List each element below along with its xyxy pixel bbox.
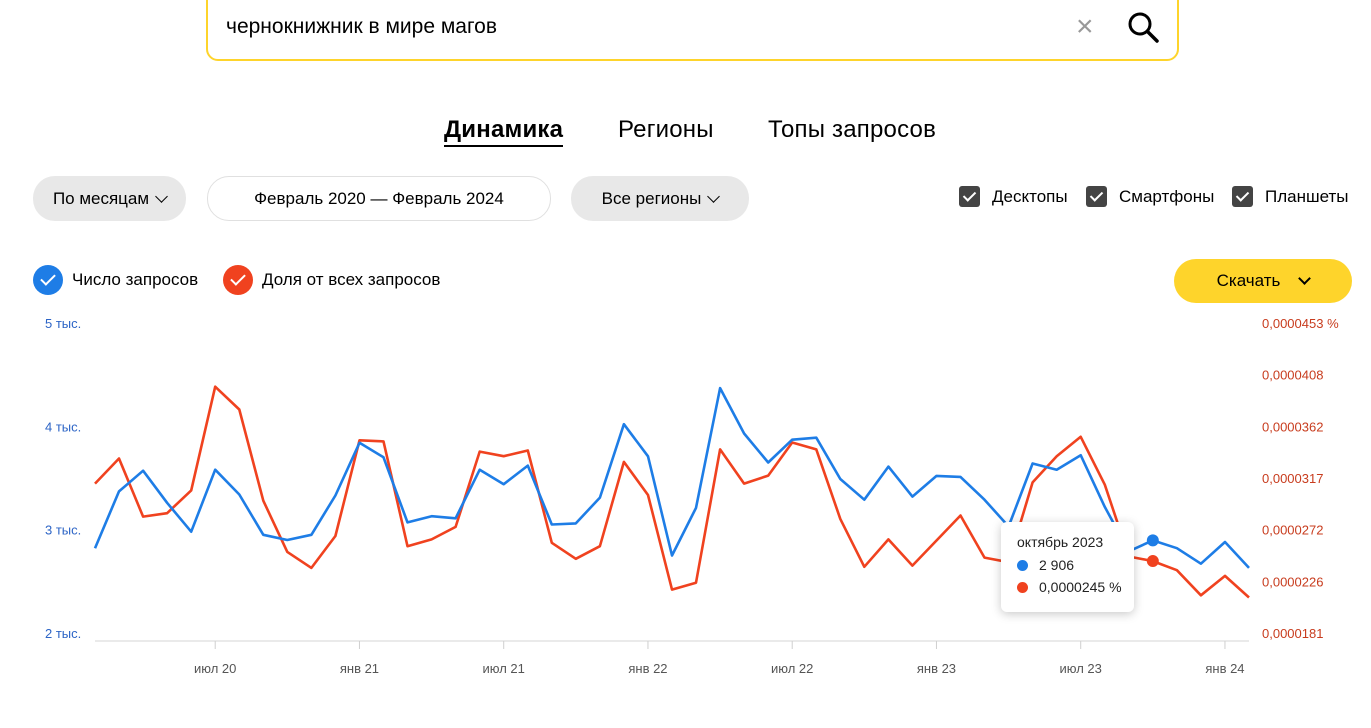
checkbox-tablets[interactable]: Планшеты bbox=[1232, 186, 1349, 207]
y-right-tick-label: 0,0000453 % bbox=[1262, 316, 1339, 331]
tab-dynamics[interactable]: Динамика bbox=[444, 116, 564, 147]
x-tick-label: июл 22 bbox=[771, 661, 813, 676]
download-button[interactable]: Скачать bbox=[1174, 259, 1352, 303]
tab-regions[interactable]: Регионы bbox=[618, 116, 714, 143]
regions-label: Все регионы bbox=[601, 188, 702, 208]
x-tick-label: янв 21 bbox=[340, 661, 379, 676]
tooltip-row-share: 0,0000245 % bbox=[1017, 578, 1134, 596]
tooltip-share-value: 0,0000245 % bbox=[1039, 579, 1122, 595]
checkbox-checked-icon[interactable] bbox=[1086, 186, 1107, 207]
y-left-tick-label: 2 тыс. bbox=[45, 626, 81, 641]
x-tick-label: июл 23 bbox=[1060, 661, 1102, 676]
checkbox-checked-icon[interactable] bbox=[1232, 186, 1253, 207]
check-circle-icon[interactable] bbox=[223, 265, 253, 295]
checkbox-desktops[interactable]: Десктопы bbox=[959, 186, 1068, 207]
checkbox-label: Планшеты bbox=[1265, 186, 1349, 206]
tooltip-count-value: 2 906 bbox=[1039, 557, 1075, 573]
checkbox-label: Смартфоны bbox=[1119, 186, 1215, 206]
y-right-tick-label: 0,0000272 bbox=[1262, 523, 1323, 538]
chevron-down-icon bbox=[155, 189, 168, 203]
y-left-tick-label: 5 тыс. bbox=[45, 316, 81, 331]
chevron-down-icon bbox=[707, 189, 721, 203]
highlight-point-count bbox=[1146, 534, 1159, 547]
chart-tooltip: октябрь 2023 2 906 0,0000245 % bbox=[1001, 522, 1134, 612]
y-left-tick-label: 3 тыс. bbox=[45, 523, 81, 538]
y-right-tick-label: 0,0000408 bbox=[1262, 368, 1323, 383]
download-label: Скачать bbox=[1216, 271, 1281, 290]
tooltip-dot-share bbox=[1017, 581, 1028, 593]
date-range-picker[interactable]: Февраль 2020 — Февраль 2024 bbox=[207, 176, 551, 221]
chevron-down-icon bbox=[1298, 272, 1312, 285]
x-tick-label: янв 22 bbox=[628, 661, 667, 676]
checkbox-checked-icon[interactable] bbox=[959, 186, 980, 207]
search-input[interactable]: чернокнижник в мире магов bbox=[226, 15, 497, 38]
search-box[interactable]: чернокнижник в мире магов × bbox=[206, 0, 1179, 61]
tooltip-dot-count bbox=[1017, 559, 1028, 571]
period-group-select[interactable]: По месяцам bbox=[33, 176, 186, 221]
tooltip-row-count: 2 906 bbox=[1017, 556, 1134, 574]
period-group-label: По месяцам bbox=[52, 188, 150, 208]
x-tick-label: янв 23 bbox=[917, 661, 956, 676]
tab-top-queries[interactable]: Топы запросов bbox=[768, 116, 937, 143]
legend-label: Доля от всех запросов bbox=[262, 270, 441, 289]
date-range-label: Февраль 2020 — Февраль 2024 bbox=[254, 188, 504, 208]
y-right-tick-label: 0,0000181 bbox=[1262, 626, 1323, 641]
close-icon[interactable]: × bbox=[1076, 10, 1094, 43]
x-tick-label: июл 20 bbox=[194, 661, 236, 676]
legend-toggle-count[interactable]: Число запросов bbox=[33, 265, 198, 295]
search-icon[interactable] bbox=[1126, 10, 1162, 46]
y-left-tick-label: 4 тыс. bbox=[45, 419, 81, 434]
regions-select[interactable]: Все регионы bbox=[571, 176, 749, 221]
legend-label: Число запросов bbox=[72, 270, 199, 289]
checkbox-smartphones[interactable]: Смартфоны bbox=[1086, 186, 1214, 207]
legend-toggle-share[interactable]: Доля от всех запросов bbox=[223, 265, 440, 295]
highlight-point-share bbox=[1146, 555, 1159, 568]
x-tick-label: янв 24 bbox=[1205, 661, 1244, 676]
tooltip-title: октябрь 2023 bbox=[1017, 534, 1104, 550]
series-line-count bbox=[93, 386, 1250, 569]
series-line-share bbox=[94, 385, 1250, 599]
check-circle-icon[interactable] bbox=[33, 265, 63, 295]
y-right-tick-label: 0,0000317 bbox=[1262, 471, 1323, 486]
y-right-tick-label: 0,0000226 bbox=[1262, 574, 1323, 589]
view-tabs: Динамика Регионы Топы запросов bbox=[0, 116, 1371, 156]
y-right-tick-label: 0,0000362 bbox=[1262, 419, 1323, 434]
dynamics-chart[interactable]: 5 тыс. 4 тыс. 3 тыс. 2 тыс. 0,0000453 % 0,000… bbox=[0, 300, 1371, 700]
x-tick-label: июл 21 bbox=[483, 661, 525, 676]
checkbox-label: Десктопы bbox=[992, 186, 1068, 206]
